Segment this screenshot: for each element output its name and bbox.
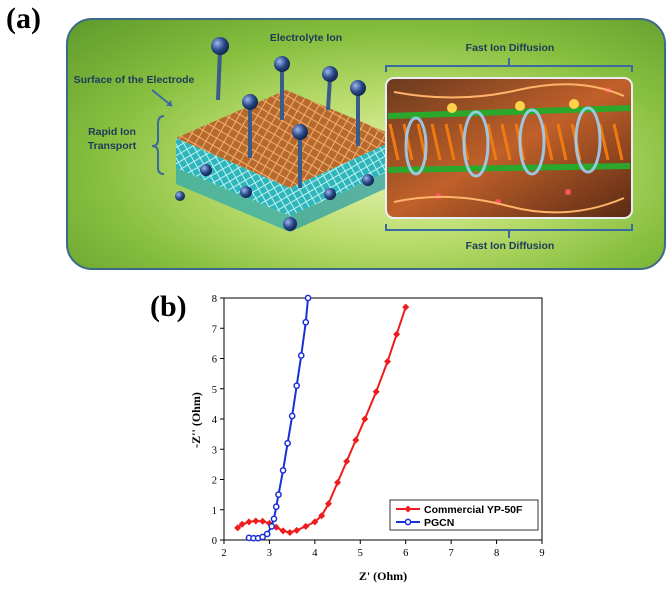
x-tick-label: 6 <box>403 548 408 559</box>
schematic-drawing <box>151 37 633 238</box>
data-point <box>268 523 276 530</box>
legend-label: PGCN <box>424 517 454 529</box>
data-point <box>334 479 342 487</box>
data-point <box>293 382 301 390</box>
x-axis-ticks: 2 3 4 5 6 7 8 9 <box>221 540 545 559</box>
data-point <box>234 524 242 532</box>
fast-ion-diffusion-top-label: Fast Ion Diffusion <box>465 42 555 54</box>
x-tick-label: 2 <box>221 548 226 559</box>
y-axis-ticks: 0 1 2 3 4 5 6 7 8 <box>212 294 224 547</box>
data-point <box>311 518 319 526</box>
data-point <box>352 436 360 444</box>
y-tick-label: 8 <box>212 294 217 305</box>
panel-a-label: (a) <box>6 2 41 35</box>
panel-b-label: (b) <box>150 290 187 323</box>
y-tick-label: 4 <box>212 415 218 426</box>
x-tick-label: 5 <box>358 548 363 559</box>
data-point <box>293 526 301 534</box>
series-line <box>248 297 310 540</box>
y-tick-label: 5 <box>212 385 217 396</box>
y-tick-label: 0 <box>212 536 217 547</box>
y-tick-label: 7 <box>212 324 217 335</box>
data-point <box>318 512 326 520</box>
data-point <box>238 520 246 528</box>
x-tick-label: 3 <box>267 548 272 559</box>
data-point <box>402 303 410 311</box>
data-point <box>324 500 332 508</box>
y-axis-label: -Z'' (Ohm) <box>189 392 203 448</box>
data-point <box>259 533 266 541</box>
data-point <box>297 352 305 359</box>
legend-marker <box>404 505 412 513</box>
rapid-transport-brace <box>151 115 165 175</box>
series-1 <box>234 303 410 536</box>
data-point <box>286 528 294 536</box>
data-point <box>263 530 271 538</box>
series-layer <box>234 294 410 542</box>
data-point <box>302 522 310 530</box>
data-point <box>275 491 282 498</box>
ion-diffusion-inset <box>385 77 633 219</box>
data-point <box>252 517 260 525</box>
data-point <box>304 294 312 302</box>
data-point <box>245 518 253 526</box>
x-tick-label: 9 <box>539 548 544 559</box>
legend-box <box>389 499 539 531</box>
data-point <box>302 318 310 326</box>
data-point <box>284 439 291 447</box>
data-point <box>384 358 392 366</box>
y-tick-label: 3 <box>212 445 217 456</box>
x-tick-label: 8 <box>494 548 499 559</box>
data-point <box>279 527 287 535</box>
data-point <box>372 388 380 396</box>
data-point <box>272 503 280 511</box>
y-tick-label: 1 <box>212 506 217 517</box>
electrode-surface-label: Surface of the Electrode <box>73 74 195 86</box>
x-tick-label: 7 <box>449 548 454 559</box>
inset-top-brace <box>385 58 633 72</box>
data-point <box>259 517 267 525</box>
series-2 <box>245 294 312 542</box>
rapid-ion-label-line2: Transport <box>87 140 137 152</box>
data-point <box>279 467 287 474</box>
series-line <box>237 306 407 534</box>
legend-label: Commercial YP-50F <box>424 504 523 516</box>
data-point <box>288 412 296 420</box>
electrode-schematic-illustration: Electrolyte Ion Surface of the Electrode… <box>66 18 666 270</box>
y-tick-label: 6 <box>212 355 217 366</box>
electrolyte-ion-label: Electrolyte Ion <box>269 32 343 44</box>
data-point <box>343 457 351 465</box>
inset-bottom-brace <box>385 224 633 238</box>
fast-ion-diffusion-bottom-label: Fast Ion Diffusion <box>465 240 555 252</box>
data-point <box>393 330 401 338</box>
legend-marker <box>404 518 412 526</box>
rapid-ion-label-line1: Rapid Ion <box>88 126 136 138</box>
data-point <box>270 515 278 523</box>
data-point <box>361 415 369 423</box>
y-tick-label: 2 <box>212 476 217 487</box>
x-tick-label: 4 <box>312 548 318 559</box>
electrolyte-ions <box>175 37 374 231</box>
x-axis-label: Z' (Ohm) <box>359 569 407 583</box>
ion-arrows <box>216 49 360 188</box>
